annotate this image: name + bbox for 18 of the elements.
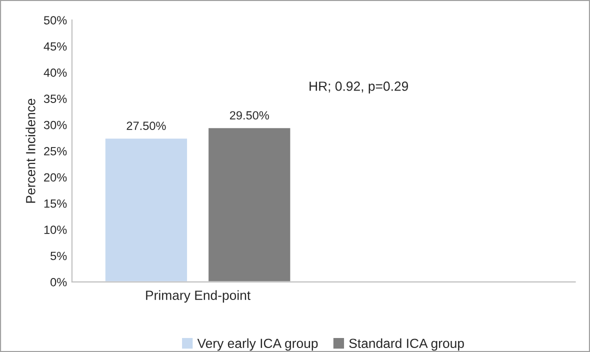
y-tick-label: 30% — [44, 120, 67, 130]
y-tick-label: 35% — [44, 94, 67, 104]
y-tick-label: 15% — [44, 199, 67, 208]
legend-label: Very early ICA group — [197, 338, 318, 351]
y-tick-label: 40% — [44, 68, 67, 77]
y-tick-label: 5% — [50, 252, 67, 260]
y-axis-title: Percent Incidence — [26, 98, 36, 203]
annotation: HR; 0.92, p=0.29 — [310, 82, 408, 94]
y-tick-label: 10% — [44, 226, 67, 234]
y-tick-label: 25% — [44, 147, 67, 156]
y-tick-label: 20% — [44, 173, 67, 182]
y-tick-label: 45% — [44, 42, 67, 51]
legend-label: Standard ICA group — [349, 338, 464, 351]
y-tick-label: 0% — [50, 278, 67, 286]
data-label: 29.50% — [230, 111, 269, 120]
data-label: 27.50% — [126, 122, 166, 130]
x-tick-label: Primary End-point — [146, 290, 250, 303]
y-tick-label: 50% — [44, 16, 67, 24]
